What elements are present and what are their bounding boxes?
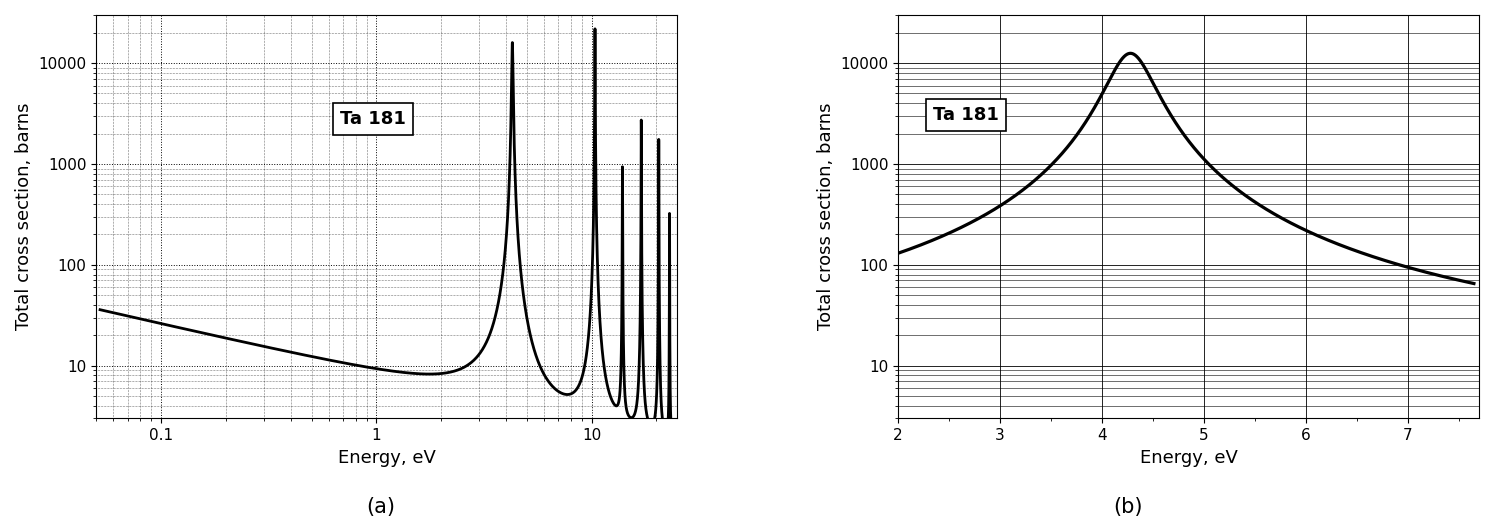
X-axis label: Energy, eV: Energy, eV bbox=[338, 449, 436, 467]
Y-axis label: Total cross section, barns: Total cross section, barns bbox=[15, 103, 33, 330]
Text: Ta 181: Ta 181 bbox=[341, 110, 406, 128]
Text: Ta 181: Ta 181 bbox=[932, 106, 999, 124]
X-axis label: Energy, eV: Energy, eV bbox=[1140, 449, 1237, 467]
Y-axis label: Total cross section, barns: Total cross section, barns bbox=[817, 103, 835, 330]
Text: (b): (b) bbox=[1113, 497, 1143, 517]
Text: (a): (a) bbox=[366, 497, 396, 517]
